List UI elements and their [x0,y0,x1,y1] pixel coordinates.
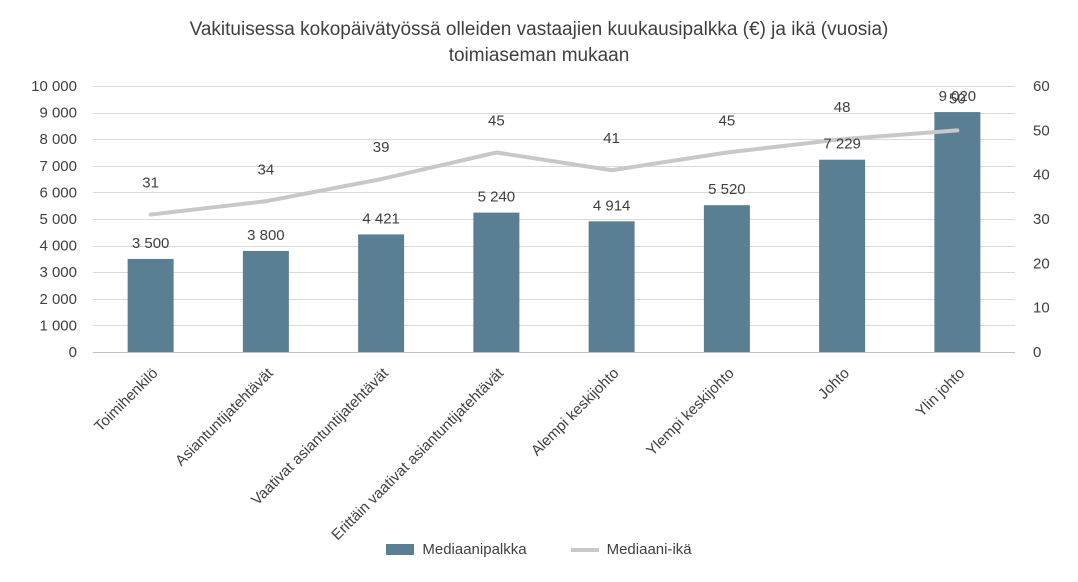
y-right-tick-label: 10 [1033,300,1050,317]
bar [703,205,750,352]
series-line [148,128,960,217]
y-left-tick-label: 10 000 [31,78,77,95]
bar [358,234,405,352]
bar-data-label: 5 240 [478,189,516,206]
bar-data-label: 4 421 [362,210,400,227]
legend-label-line: Mediaani-ikä [606,541,692,558]
y-left-tick-label: 5 000 [39,211,77,228]
line-data-label: 45 [719,113,736,130]
bar [934,112,981,353]
legend-swatch-line [570,547,599,552]
x-tick-label: Ylempi keskijohto [643,365,738,460]
x-tick-label: Alempi keskijohto [528,365,623,460]
y-left-tick-label: 7 000 [39,158,77,175]
y-left-tick-label: 1 000 [39,317,77,334]
legend-label-bar: Mediaanipalkka [422,541,527,558]
x-tick-label: Asiantuntijatehtävät [172,364,277,469]
y-right-tick-label: 0 [1033,344,1041,361]
legend-item-bar: Mediaanipalkka [386,541,527,558]
bar [819,159,866,352]
y-right-tick-label: 50 [1033,122,1050,139]
y-right-tick-label: 30 [1033,211,1050,228]
x-tick-label: Ylin johto [913,365,969,421]
y-left-tick-label: 0 [69,344,77,361]
line-data-label: 39 [373,139,390,156]
line-data-label: 31 [142,175,159,192]
line-data-label: 34 [258,161,275,178]
bar-data-label: 7 229 [823,136,861,153]
bar-data-label: 4 914 [593,197,631,214]
bar [127,258,174,352]
bar [473,212,520,352]
y-left-tick-label: 9 000 [39,105,77,122]
legend: Mediaanipalkka Mediaani-ikä [0,541,1078,558]
x-tick-label: Vaativat asiantuntijatehtävät [248,364,392,508]
bar-data-label: 5 520 [708,181,746,198]
y-left-tick-label: 4 000 [39,238,77,255]
legend-item-line: Mediaani-ikä [570,541,692,558]
chart-subtitle: toimiaseman mukaan [448,45,630,66]
bar [588,221,635,352]
y-left-tick-label: 8 000 [39,131,77,148]
chart-title: Vakituisessa kokopäivätyössä olleiden va… [189,19,889,40]
y-right-tick-label: 40 [1033,167,1050,184]
bar-data-label: 9 020 [939,88,977,105]
line-data-label: 45 [488,113,505,130]
line-data-label: 50 [949,90,966,107]
line-data-label: 48 [834,99,851,116]
y-left-tick-label: 3 000 [39,264,77,281]
x-tick-label: Toimihenkilö [91,365,161,435]
line-data-label: 41 [603,130,620,147]
bar [242,250,289,352]
y-left-tick-label: 6 000 [39,184,77,201]
bar-data-label: 3 800 [247,227,285,244]
x-tick-label: Johto [815,365,853,403]
y-left-tick-label: 2 000 [39,291,77,308]
y-right-tick-label: 60 [1033,78,1050,95]
y-right-tick-label: 20 [1033,255,1050,272]
bar-data-label: 3 500 [132,235,170,252]
legend-swatch-bar [386,544,415,555]
